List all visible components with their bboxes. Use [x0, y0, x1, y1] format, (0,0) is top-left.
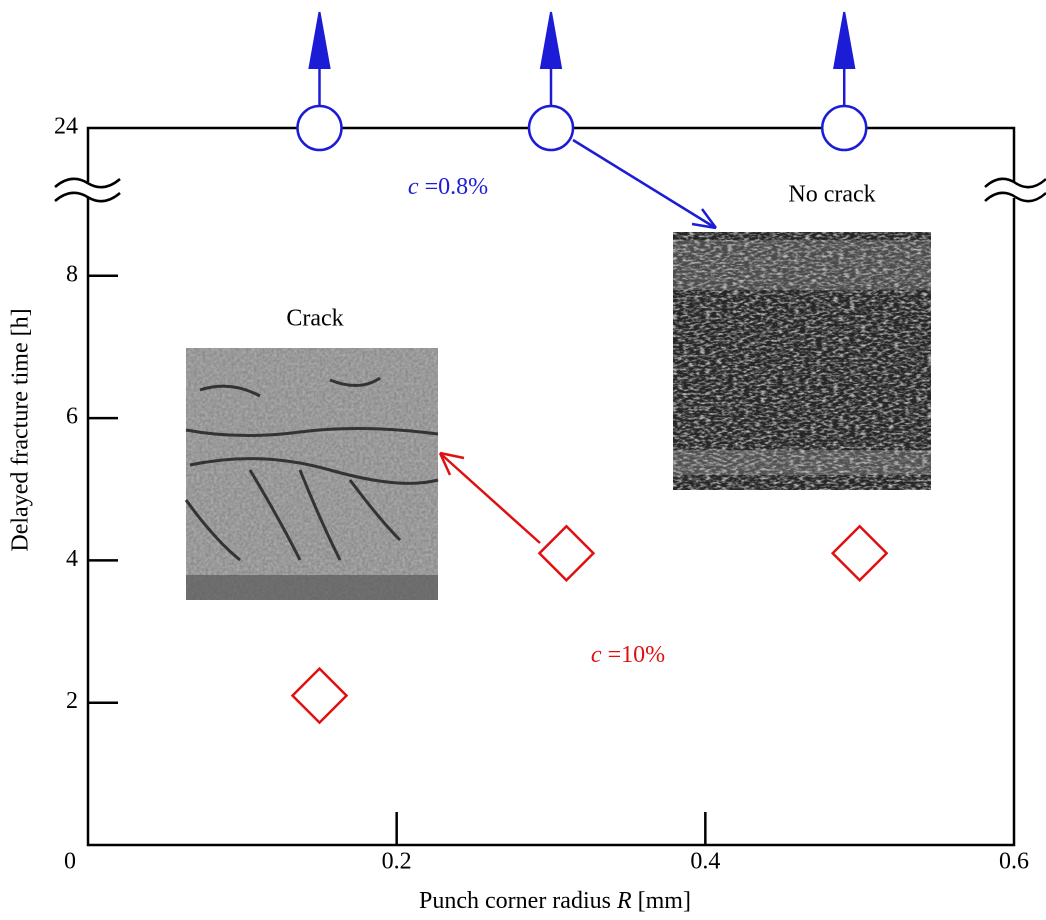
marker [539, 526, 593, 580]
x-tick-label: 0 [64, 849, 76, 875]
x-tick-label: 0.4 [690, 849, 720, 875]
annotation-part: =10% [602, 642, 666, 668]
annotation: c =0.8% [408, 174, 488, 200]
x-tick-label: 0.2 [382, 849, 412, 875]
no-crack-photo [673, 232, 931, 490]
x-label-part: R [616, 888, 632, 914]
marker [529, 106, 573, 150]
pointer-arrow [440, 453, 540, 543]
marker [822, 106, 866, 150]
annotation: No crack [788, 182, 875, 208]
marker [833, 526, 887, 580]
arrow-head [834, 12, 854, 68]
y-tick-label: 8 [66, 261, 78, 287]
x-label-part: Punch corner radius [419, 888, 617, 914]
marker [298, 106, 342, 150]
x-tick-label: 0.6 [999, 849, 1029, 875]
annotation-part: c [408, 174, 419, 200]
y-tick-label: 24 [54, 114, 78, 140]
annotation: Crack [286, 306, 343, 332]
x-axis-label: Punch corner radius R [mm] [419, 888, 691, 914]
y-tick-label: 6 [66, 404, 78, 430]
chart: Crack No crack c =0.8% c =10% Delayed fr… [0, 0, 1046, 920]
x-label-part: [mm] [632, 888, 691, 914]
y-axis-label: Delayed fracture time [h] [8, 308, 34, 551]
annotation: c =10% [591, 642, 665, 668]
arrow-head [310, 12, 330, 68]
arrow-head [541, 12, 561, 68]
pointer-arrow [573, 140, 716, 228]
y-tick-label: 4 [66, 546, 78, 572]
marker [293, 669, 347, 723]
series [298, 12, 867, 150]
y-tick-label: 2 [66, 688, 78, 714]
crack-photo [186, 348, 438, 600]
annotation-part: =0.8% [419, 174, 489, 200]
annotation-part: c [591, 642, 602, 668]
